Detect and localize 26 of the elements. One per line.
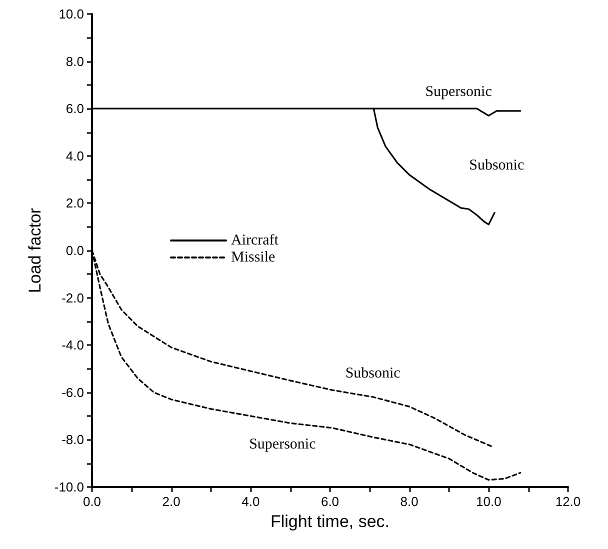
annotation: Subsonic: [345, 365, 401, 382]
y-tick-label: -4.0: [62, 338, 84, 353]
x-axis-title: Flight time, sec.: [270, 512, 390, 531]
y-tick-label: 10.0: [58, 6, 84, 22]
x-tick-label: 2.0: [162, 494, 180, 509]
x-tick-label: 6.0: [320, 494, 340, 509]
x-tick-label: 12.0: [555, 494, 581, 509]
y-tick-label: -8.0: [62, 432, 84, 448]
y-axis-title: Load factor: [25, 208, 44, 294]
legend-label: Missile: [231, 250, 276, 266]
y-tick-label: -6.0: [62, 384, 84, 400]
y-tick-label: -10.0: [54, 480, 84, 494]
y-tick-label: 0.0: [66, 243, 84, 258]
y-tick-label: 2.0: [66, 196, 84, 211]
y-tick-label: -2.0: [62, 290, 84, 306]
annotation: Subsonic: [469, 157, 524, 174]
annotation: Supersonic: [425, 84, 492, 100]
annotation: Supersonic: [249, 436, 316, 452]
x-tick-label: 0.0: [82, 494, 102, 509]
x-tick-label: 8.0: [400, 494, 418, 509]
x-tick-label: 10.0: [476, 494, 502, 509]
x-tick-label: 4.0: [242, 494, 260, 509]
y-tick-label: 8.0: [66, 54, 84, 69]
y-tick-label: 4.0: [66, 148, 84, 164]
y-tick-label: 6.0: [66, 101, 84, 116]
legend-label: Aircraft: [231, 232, 280, 248]
